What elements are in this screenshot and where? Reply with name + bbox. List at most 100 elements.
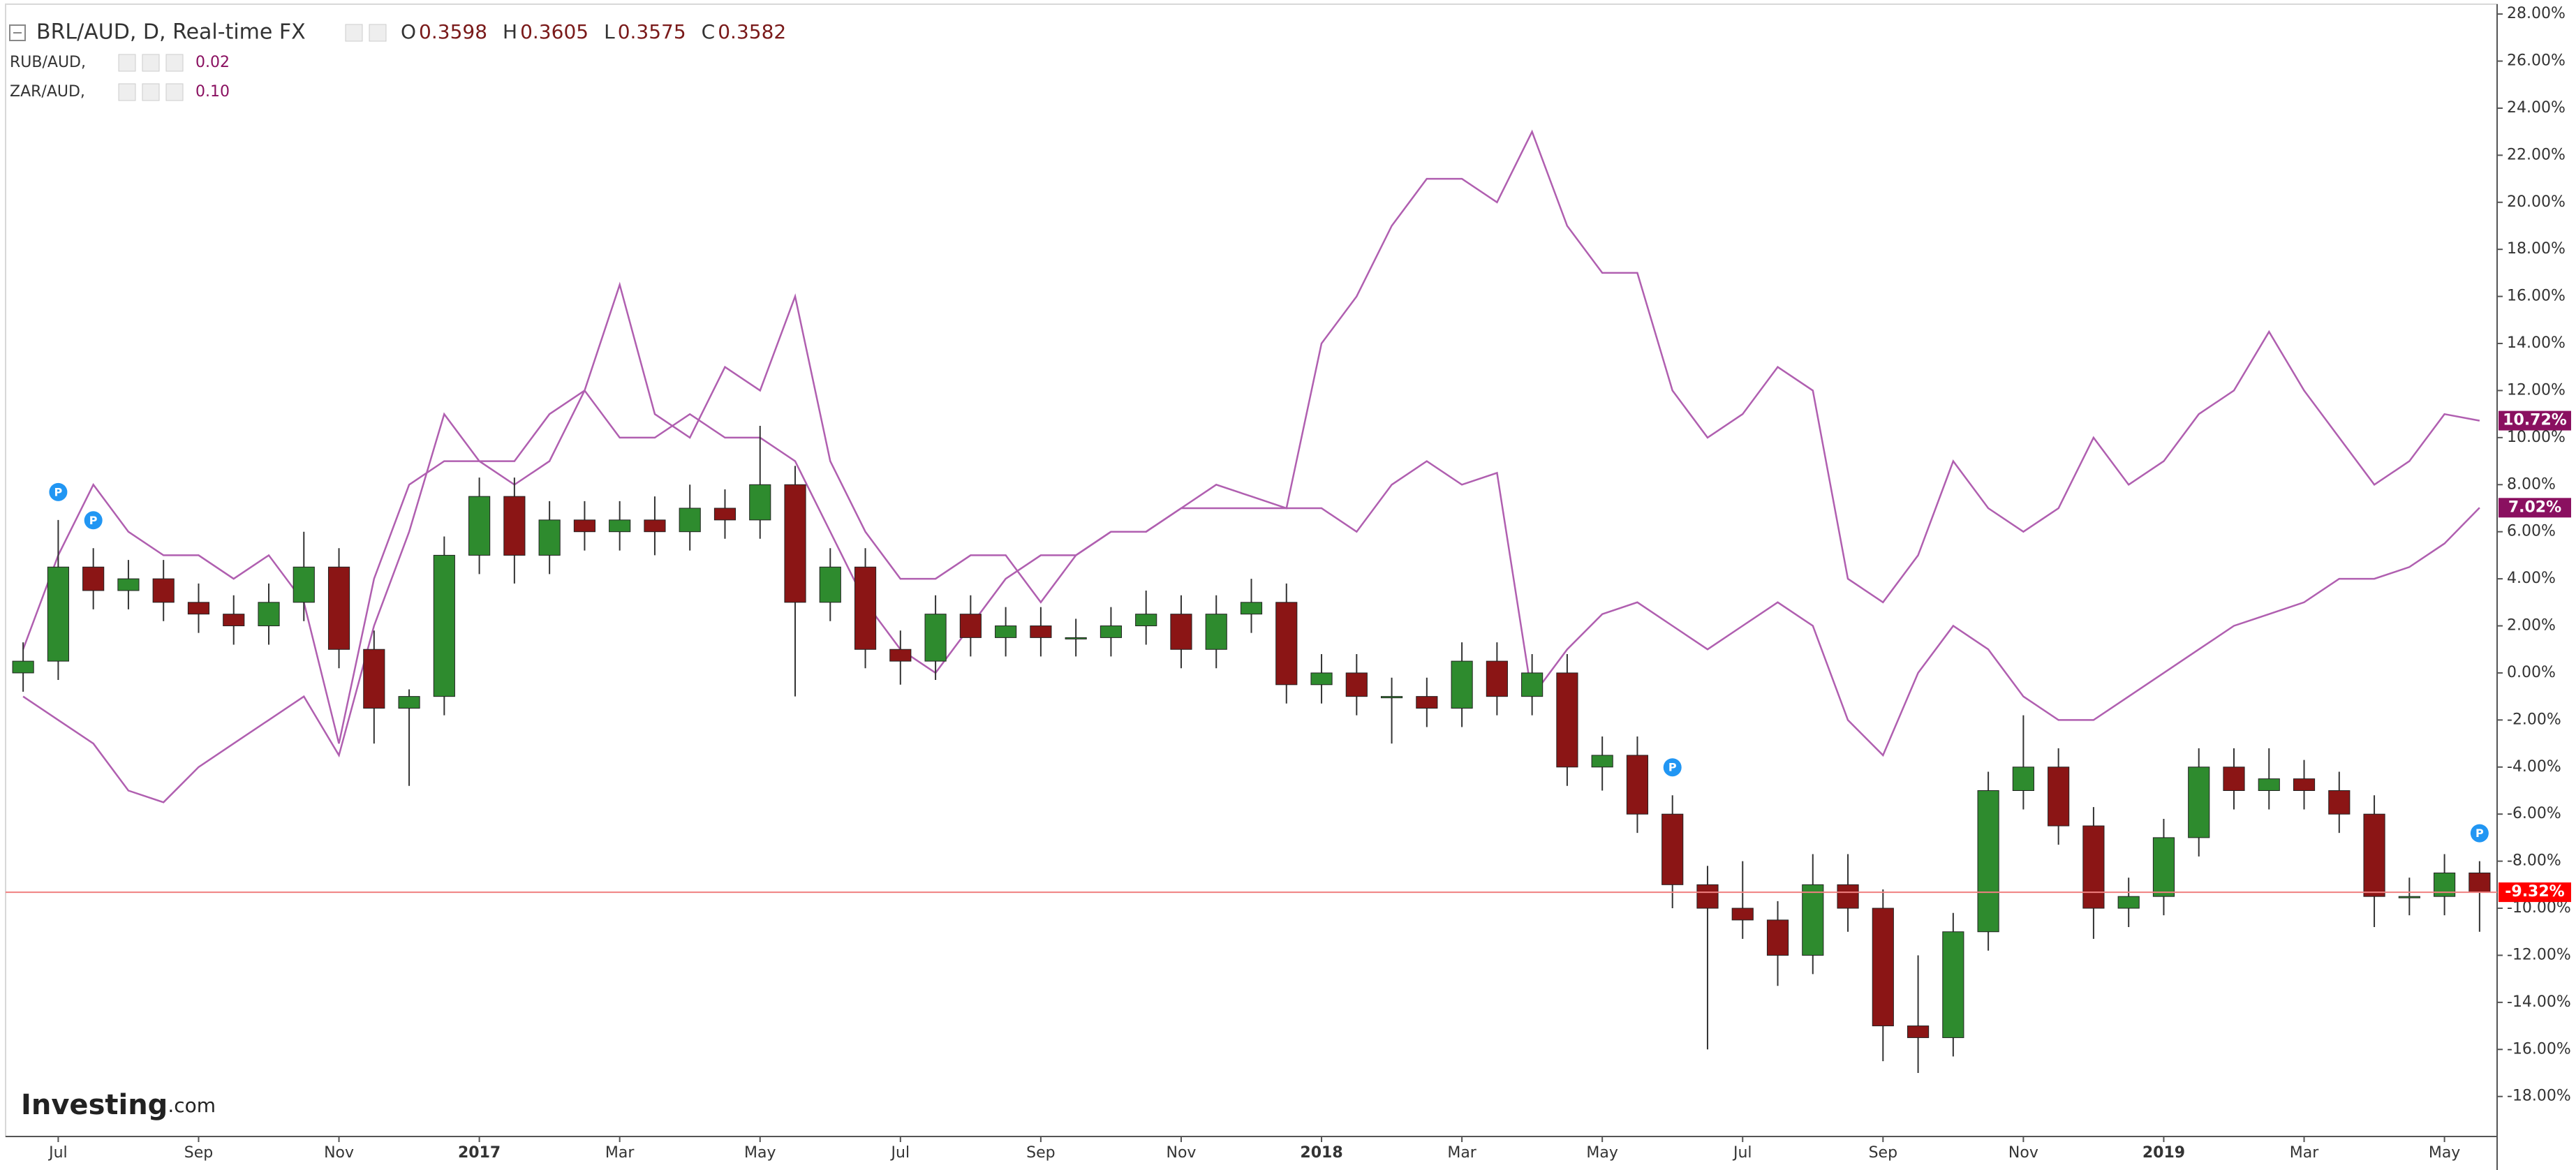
candle-body: [2048, 767, 2070, 827]
y-tick-label: -18.00%: [2507, 1088, 2571, 1105]
candle-body: [1380, 696, 1403, 699]
legend-name: ZAR/AUD,: [10, 83, 85, 101]
candle-body: [293, 566, 315, 603]
candle-body: [2082, 825, 2105, 909]
y-tick-label: -6.00%: [2507, 805, 2561, 822]
candle-body: [819, 566, 841, 603]
watermark-brand: Investing: [21, 1089, 168, 1121]
candle-body: [327, 566, 350, 650]
y-tick-label: 12.00%: [2507, 381, 2566, 399]
event-marker: [84, 511, 103, 530]
candle-body: [2117, 896, 2140, 909]
candle-body: [1486, 660, 1508, 697]
candle-body: [2328, 790, 2351, 815]
legend-name: RUB/AUD,: [10, 54, 86, 71]
x-tick-label: May: [2429, 1144, 2460, 1162]
header-icon[interactable]: [369, 24, 387, 42]
header-icon[interactable]: [118, 54, 136, 72]
series-line: [22, 129, 2480, 804]
header-icon[interactable]: [142, 54, 160, 72]
candle-body: [573, 519, 595, 533]
last-value-box: [2499, 498, 2571, 518]
y-tick-label: 0.00%: [2507, 664, 2556, 681]
header-icon[interactable]: [165, 83, 184, 101]
candle-body: [1275, 602, 1298, 686]
event-marker-label: P: [2475, 827, 2484, 840]
y-tick-label: 16.00%: [2507, 288, 2566, 305]
candle-body: [1556, 672, 1578, 768]
candle-body: [1802, 884, 1824, 956]
y-tick-label: 8.00%: [2507, 475, 2556, 493]
candle-body: [995, 625, 1017, 638]
candle-body: [609, 519, 631, 533]
event-marker-label: P: [89, 514, 98, 527]
candle-body: [1065, 637, 1087, 639]
event-marker: [49, 482, 68, 501]
candle-body: [644, 519, 666, 533]
candle-body: [2468, 872, 2491, 893]
candle-body: [187, 602, 210, 615]
candle-body: [503, 496, 526, 556]
candle-body: [12, 660, 34, 674]
ohlc-value: 0.3582: [718, 20, 786, 43]
candle-body: [363, 649, 385, 709]
candle-body: [2293, 778, 2316, 791]
y-tick-label: 4.00%: [2507, 570, 2556, 587]
candle-body: [2434, 872, 2456, 897]
candle-body: [1942, 931, 1964, 1038]
y-tick-label: -10.00%: [2507, 899, 2571, 917]
candle-body: [1451, 660, 1473, 709]
x-tick-label: Nov: [324, 1144, 354, 1162]
x-tick-label: Mar: [605, 1144, 635, 1162]
legend-value: 0.10: [195, 83, 230, 101]
candle-body: [1907, 1025, 1930, 1038]
x-tick-label: Jul: [1732, 1144, 1752, 1162]
y-tick-label: -16.00%: [2507, 1040, 2571, 1058]
header-icon[interactable]: [165, 54, 184, 72]
ohlc-header: O 0.3598 H 0.3605 L 0.3575 C 0.3582: [401, 20, 786, 43]
candle-body: [1591, 755, 1613, 768]
candle-body: [2188, 767, 2210, 838]
y-tick-label: 2.00%: [2507, 617, 2556, 635]
candle-body: [749, 484, 771, 521]
ohlc-key: O: [401, 20, 416, 43]
y-tick-label: 22.00%: [2507, 146, 2566, 163]
header-icon[interactable]: [118, 83, 136, 101]
candle-body: [1661, 813, 1684, 885]
y-tick-label: 10.00%: [2507, 429, 2566, 446]
y-tick-label: -8.00%: [2507, 852, 2561, 870]
event-marker-label: P: [54, 485, 63, 498]
y-tick-label: 20.00%: [2507, 193, 2566, 211]
candle-body: [1030, 625, 1052, 638]
y-tick-label: 18.00%: [2507, 240, 2566, 258]
event-marker: [2470, 824, 2489, 843]
candle-body: [713, 508, 736, 521]
ohlc-key: L: [604, 20, 615, 43]
y-tick-label: -2.00%: [2507, 711, 2561, 728]
candle-body: [223, 614, 245, 627]
candle-body: [2152, 837, 2175, 897]
last-value-box: [2499, 882, 2571, 903]
x-tick-label: 2017: [458, 1144, 501, 1162]
header-icon[interactable]: [345, 24, 363, 42]
candle-body: [2223, 767, 2245, 791]
ohlc-key: H: [503, 20, 517, 43]
candle-body: [82, 566, 105, 591]
x-tick-label: Nov: [1166, 1144, 1196, 1162]
candle-body: [1696, 884, 1719, 909]
candle-body: [1240, 602, 1263, 615]
ohlc-value: 0.3605: [520, 20, 589, 43]
candle-body: [889, 649, 912, 662]
x-tick-label: Sep: [1026, 1144, 1055, 1162]
candle-body: [433, 554, 455, 697]
x-tick-label: 2019: [2142, 1144, 2185, 1162]
header-icon[interactable]: [142, 83, 160, 101]
chart-title: BRL/AUD, D, Real-time FX: [36, 20, 306, 45]
candle-body: [1170, 614, 1192, 650]
candle-body: [468, 496, 491, 556]
x-tick-label: May: [1586, 1144, 1618, 1162]
y-tick-label: 26.00%: [2507, 52, 2566, 70]
candle-body: [784, 484, 806, 603]
